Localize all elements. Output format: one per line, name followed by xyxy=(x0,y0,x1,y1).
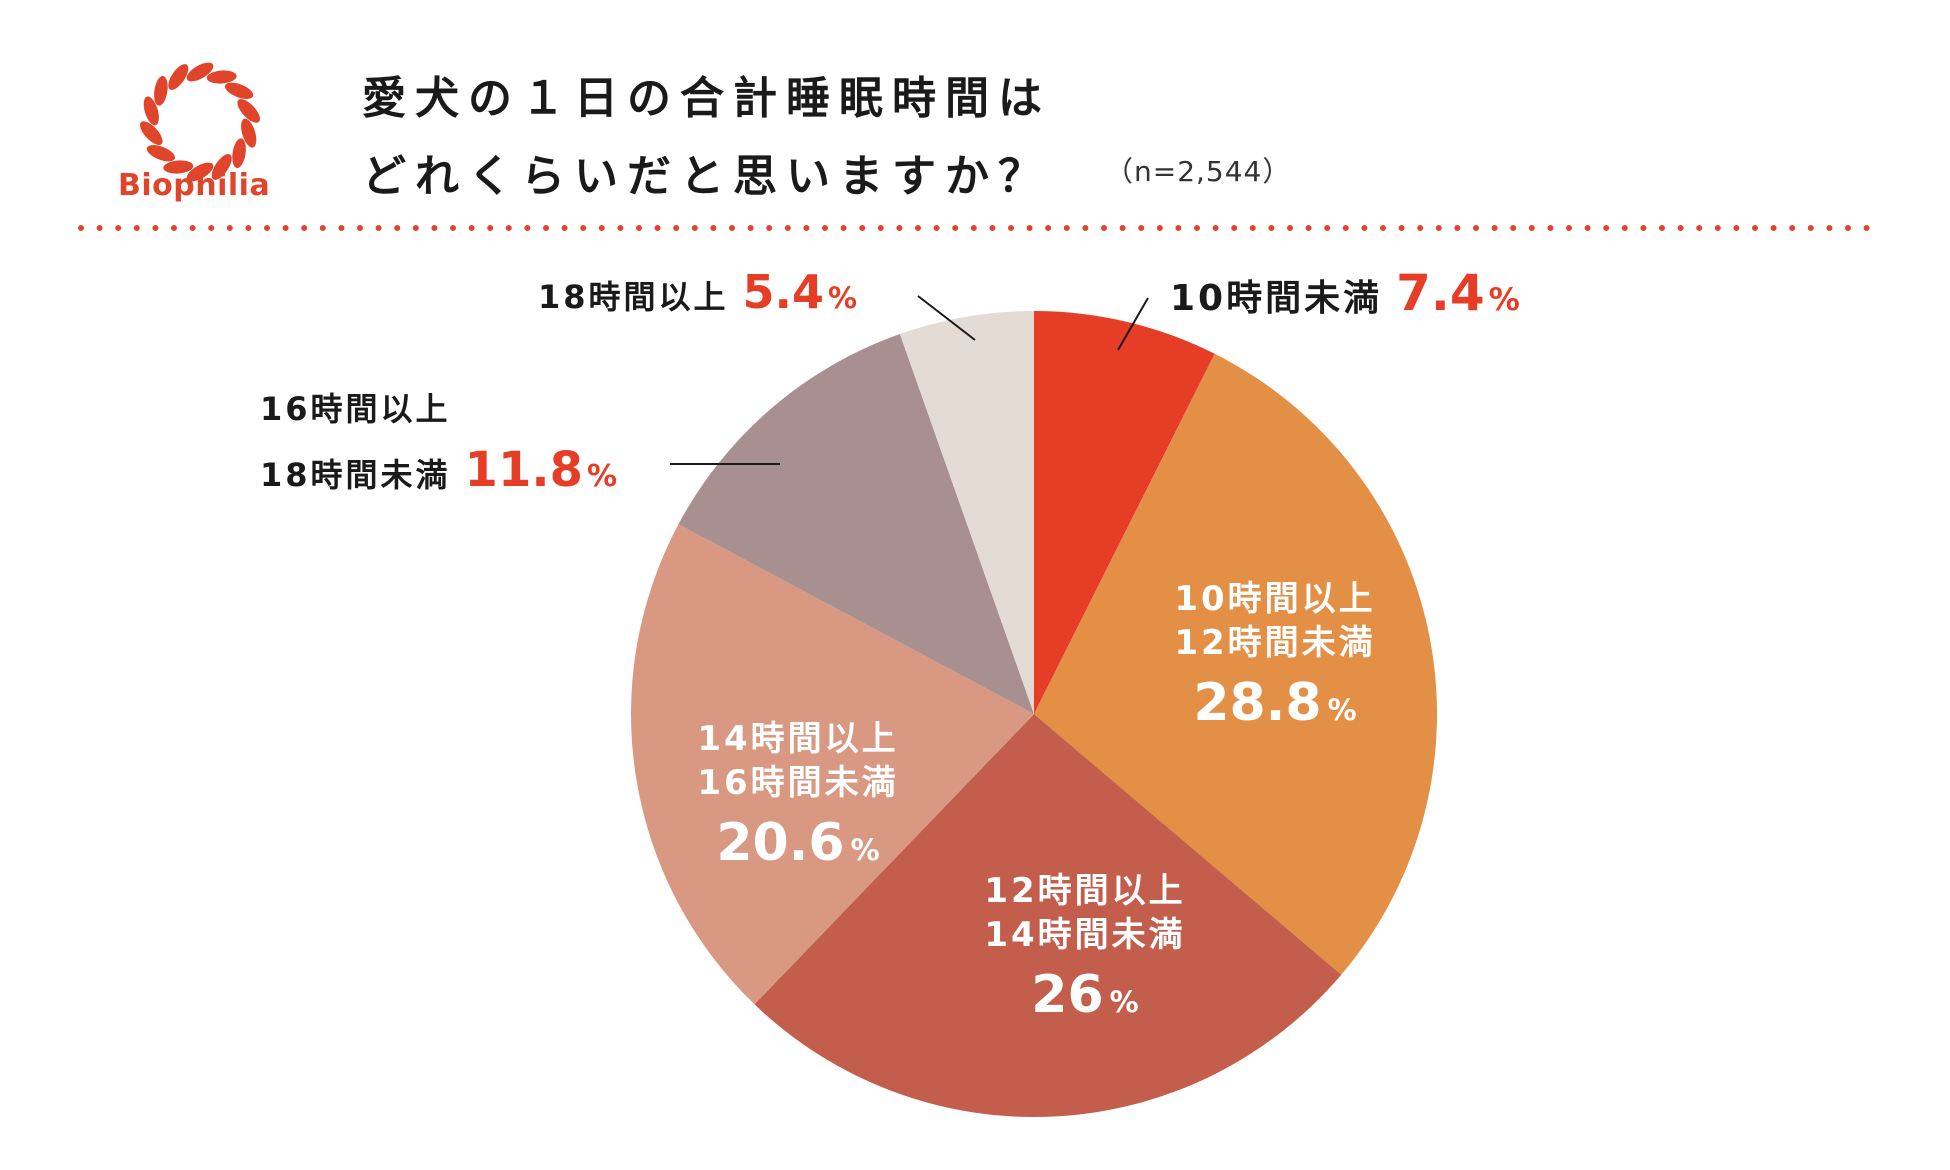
slice-label: 14時間未満 xyxy=(984,915,1185,955)
pie-slice xyxy=(1034,353,1437,975)
slice-value-label: 28.8% xyxy=(1193,673,1356,733)
pie-slice xyxy=(1034,311,1215,714)
page-title-line-2: どれくらいだと思いますか？ xyxy=(362,151,1051,202)
logo-leaf xyxy=(241,118,257,148)
page-title-line-1: 愛犬の１日の合計睡眠時間は xyxy=(362,73,1051,124)
logo-leaf xyxy=(232,138,246,169)
logo-leaf xyxy=(186,62,214,82)
logo-leaf xyxy=(146,145,176,162)
dotted-divider xyxy=(78,225,1884,231)
sample-size: （n=2,544） xyxy=(1105,155,1292,188)
slice-label: 10時間未満 7.4% xyxy=(1170,264,1520,322)
leader-line xyxy=(1117,297,1149,351)
pie-slice xyxy=(678,333,1034,714)
logo-leaf xyxy=(237,99,260,123)
pie-slice xyxy=(631,524,1034,1005)
pie-slice xyxy=(899,311,1034,714)
slice-label: 12時間未満 xyxy=(1174,623,1375,663)
logo-leaf xyxy=(140,121,163,145)
logo-leaf xyxy=(206,70,237,84)
logo-leaf xyxy=(163,160,194,174)
logo-leaf xyxy=(186,162,214,182)
slice-value-label: 26% xyxy=(1031,965,1138,1025)
logo-leaf xyxy=(168,64,189,90)
slice-label: 16時間以上 xyxy=(260,390,451,428)
slice-label: 16時間未満 xyxy=(697,763,898,803)
slice-label: 14時間以上 xyxy=(697,719,898,759)
slice-label: 10時間以上 xyxy=(1174,579,1375,619)
slice-value-label: 20.6% xyxy=(716,813,879,873)
slice-label: 18時間未満 11.8% xyxy=(260,442,617,498)
logo-leaf xyxy=(143,96,159,126)
brand-name: Biophilia xyxy=(118,168,271,203)
slice-label: 12時間以上 xyxy=(984,871,1185,911)
logo-leaf xyxy=(211,154,232,180)
pie-slice xyxy=(754,714,1342,1117)
leader-line xyxy=(917,295,976,341)
biophilia-logo-icon xyxy=(140,62,260,182)
logo-leaf xyxy=(224,82,254,99)
slice-label: 18時間以上 5.4% xyxy=(538,265,857,319)
logo-leaf xyxy=(154,75,168,106)
